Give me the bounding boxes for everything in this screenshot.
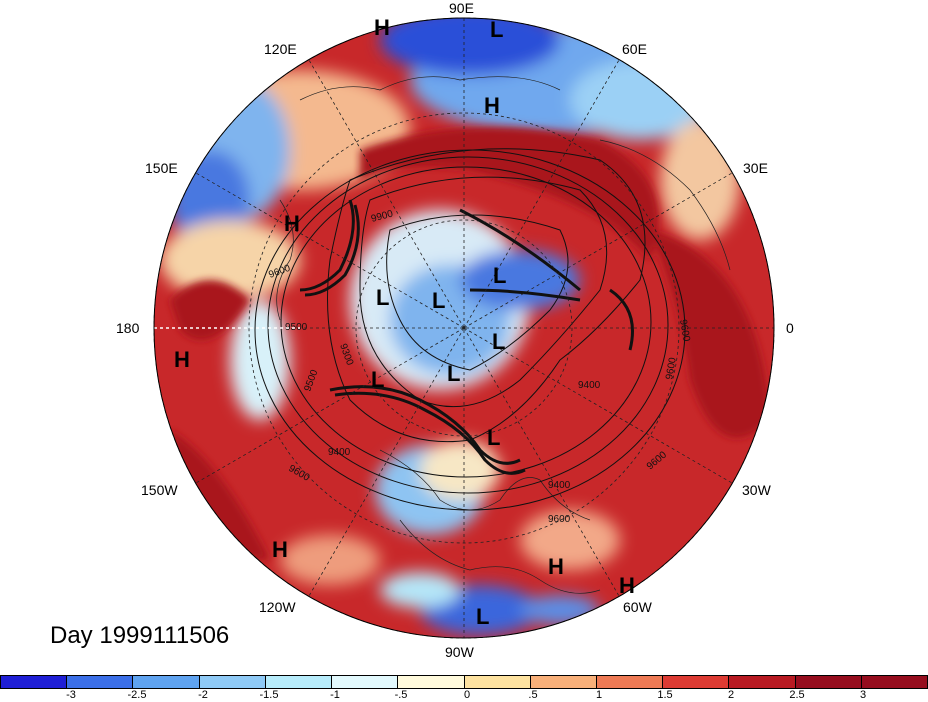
lon-label-150e: 150E [145, 160, 178, 176]
pressure-center-marker: H [548, 554, 564, 579]
colorbar-tick: 1 [595, 689, 603, 701]
colorbar-box [398, 676, 465, 688]
colorbar-box [530, 676, 597, 688]
lon-label-180: 180 [116, 320, 140, 336]
contour-label: 9400 [548, 480, 571, 491]
pressure-center-marker: H [484, 93, 500, 118]
colorbar-tick: -3 [66, 689, 76, 701]
lon-label-60w: 60W [623, 599, 652, 615]
pressure-center-marker: L [487, 425, 501, 450]
lon-label-0: 0 [786, 320, 794, 336]
colorbar-box [332, 676, 399, 688]
pressure-center-marker: L [476, 604, 490, 629]
pressure-center-marker: L [492, 329, 506, 354]
lon-label-90e: 90E [449, 0, 474, 16]
colorbar-box [67, 676, 134, 688]
colorbar-tick: 0 [463, 689, 471, 701]
colorbar-tick: 1.5 [657, 689, 673, 701]
colorbar [0, 675, 928, 689]
colorbar-box [861, 676, 928, 688]
colorbar-box [795, 676, 862, 688]
colorbar-box [265, 676, 333, 688]
pressure-center-marker: H [374, 15, 390, 40]
contour-label: 9600 [548, 514, 571, 525]
colorbar-tick: 2 [727, 689, 735, 701]
lon-label-30e: 30E [743, 160, 768, 176]
pressure-center-marker: L [432, 288, 446, 313]
lon-label-150w: 150W [141, 482, 178, 498]
colorbar-tick: .5 [528, 689, 538, 701]
pressure-center-marker: H [284, 211, 300, 236]
lon-label-120e: 120E [264, 41, 297, 57]
colorbar-tick: -1.5 [259, 689, 279, 701]
colorbar-box [1, 676, 68, 688]
colorbar-box [464, 676, 531, 688]
colorbar-box [199, 676, 266, 688]
pressure-center-marker: L [447, 361, 461, 386]
colorbar-tick: -1 [330, 689, 340, 701]
contour-label: 9600 [677, 319, 692, 343]
map-boundary [153, 17, 775, 639]
colorbar-box [133, 676, 200, 688]
colorbar-tick: -2.5 [127, 689, 147, 701]
pressure-center-marker: H [272, 537, 288, 562]
contour-label: 9600 [664, 356, 679, 380]
contour-label: 9400 [328, 447, 351, 458]
colorbar-tick: -.5 [394, 689, 408, 701]
colorbar-box [729, 676, 796, 688]
lon-label-90w: 90W [445, 644, 474, 660]
pressure-center-marker: L [371, 367, 385, 392]
lon-label-60e: 60E [622, 41, 647, 57]
colorbar-tick: 3 [859, 689, 867, 701]
lon-label-120w: 120W [259, 599, 296, 615]
contour-label: 9500 [285, 322, 308, 333]
date-title: Day 1999111506 [50, 622, 230, 649]
colorbar-box [596, 676, 664, 688]
height-contours [254, 148, 686, 511]
contour-label: 9400 [578, 380, 601, 391]
colorbar-box [663, 676, 730, 688]
pressure-center-marker: L [376, 285, 390, 310]
pressure-center-marker: L [490, 17, 504, 42]
pressure-center-marker: L [493, 263, 507, 288]
colorbar-tick: -2 [198, 689, 208, 701]
colorbar-tick: 2.5 [789, 689, 805, 701]
pressure-center-marker: H [619, 573, 635, 598]
lon-label-30w: 30W [742, 482, 771, 498]
pressure-center-marker: H [174, 347, 190, 372]
coastlines [276, 76, 731, 594]
